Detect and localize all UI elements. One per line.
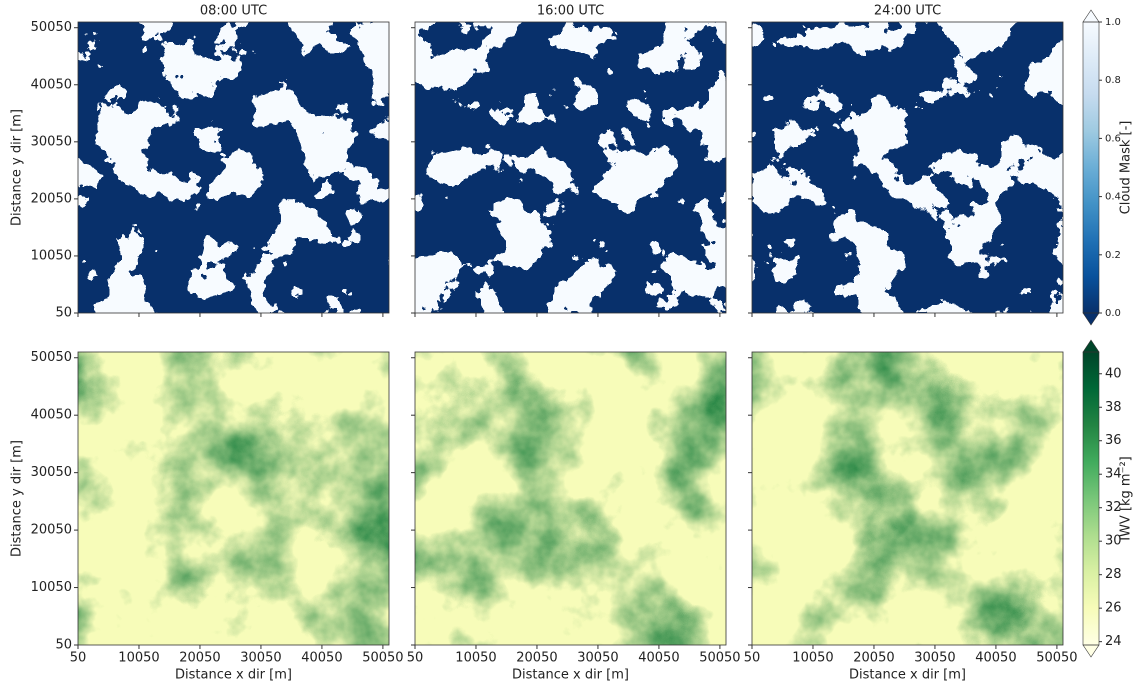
- heatmap-field: [78, 22, 389, 313]
- y-tick-label: 50: [55, 638, 72, 653]
- colorbar-tick-label: 28: [1105, 567, 1122, 582]
- y-tick-label: 20050: [31, 523, 72, 538]
- colorbar-tick-label: 24: [1105, 634, 1122, 649]
- x-tick-label: 20050: [853, 651, 894, 666]
- y-tick-label: 40050: [31, 408, 72, 423]
- colorbar-label: Cloud Mask [-]: [1119, 121, 1134, 215]
- panel-title: 08:00 UTC: [200, 4, 267, 19]
- y-tick-label: 50050: [31, 20, 72, 35]
- x-tick-label: 20050: [179, 651, 220, 666]
- y-tick-label: 50: [55, 306, 72, 321]
- y-tick-label: 40050: [31, 77, 72, 92]
- x-axis-label: Distance x dir [m]: [175, 668, 292, 683]
- y-tick-label: 10050: [31, 248, 72, 263]
- x-tick-label: 50: [407, 651, 424, 666]
- x-tick-label: 50050: [699, 651, 740, 666]
- x-tick-label: 50050: [362, 651, 403, 666]
- colorbar-tick-label: 1.0: [1105, 17, 1121, 28]
- colorbar-tick-label: 26: [1105, 601, 1122, 616]
- y-tick-label: 20050: [31, 191, 72, 206]
- heatmap-field: [415, 22, 726, 313]
- x-tick-label: 30050: [914, 651, 955, 666]
- colorbar-tick-label: 38: [1105, 400, 1122, 415]
- colorbar-extend-min: [1083, 645, 1099, 657]
- panel-title: 24:00 UTC: [874, 4, 941, 19]
- colorbar-label: IWV [kg m⁻²]: [1119, 456, 1134, 541]
- colorbar-tick-label: 0.0: [1105, 308, 1121, 319]
- x-tick-label: 40050: [301, 651, 342, 666]
- x-tick-label: 10050: [118, 651, 159, 666]
- y-tick-label: 10050: [31, 580, 72, 595]
- colorbar-tick-label: 36: [1105, 433, 1122, 448]
- x-tick-label: 10050: [455, 651, 496, 666]
- y-axis-label: Distance y dir [m]: [10, 109, 25, 226]
- colorbar-extend-max: [1083, 10, 1099, 22]
- x-tick-label: 30050: [577, 651, 618, 666]
- y-axis-label: Distance y dir [m]: [10, 440, 25, 557]
- colorbar: [1083, 22, 1099, 313]
- colorbar-extend-max: [1083, 340, 1099, 352]
- colorbar-extend-min: [1083, 313, 1099, 325]
- x-axis-label: Distance x dir [m]: [512, 668, 629, 683]
- x-tick-label: 30050: [240, 651, 281, 666]
- panel-title: 16:00 UTC: [537, 4, 604, 19]
- x-tick-label: 40050: [638, 651, 679, 666]
- figure: 50 10050 20050 30050 40050 50050 08:00 UTC 16:0…: [0, 0, 1141, 689]
- y-tick-label: 30050: [31, 134, 72, 149]
- heatmap-field: [752, 352, 1063, 645]
- colorbar-tick-label: 0.2: [1105, 250, 1121, 261]
- x-tick-label: 20050: [516, 651, 557, 666]
- x-tick-label: 50050: [1036, 651, 1077, 666]
- y-tick-label: 30050: [31, 465, 72, 480]
- x-axis-label: Distance x dir [m]: [849, 668, 966, 683]
- colorbar-tick-label: 0.8: [1105, 75, 1121, 86]
- heatmap-field: [415, 352, 726, 645]
- y-tick-label: 50050: [31, 350, 72, 365]
- colorbar-tick-label: 40: [1105, 366, 1122, 381]
- x-tick-label: 10050: [792, 651, 833, 666]
- x-tick-label: 50: [744, 651, 761, 666]
- x-tick-label: 50: [70, 651, 87, 666]
- x-tick-label: 40050: [975, 651, 1016, 666]
- colorbar: [1083, 352, 1099, 645]
- heatmap-field: [752, 22, 1063, 313]
- heatmap-field: [78, 352, 389, 645]
